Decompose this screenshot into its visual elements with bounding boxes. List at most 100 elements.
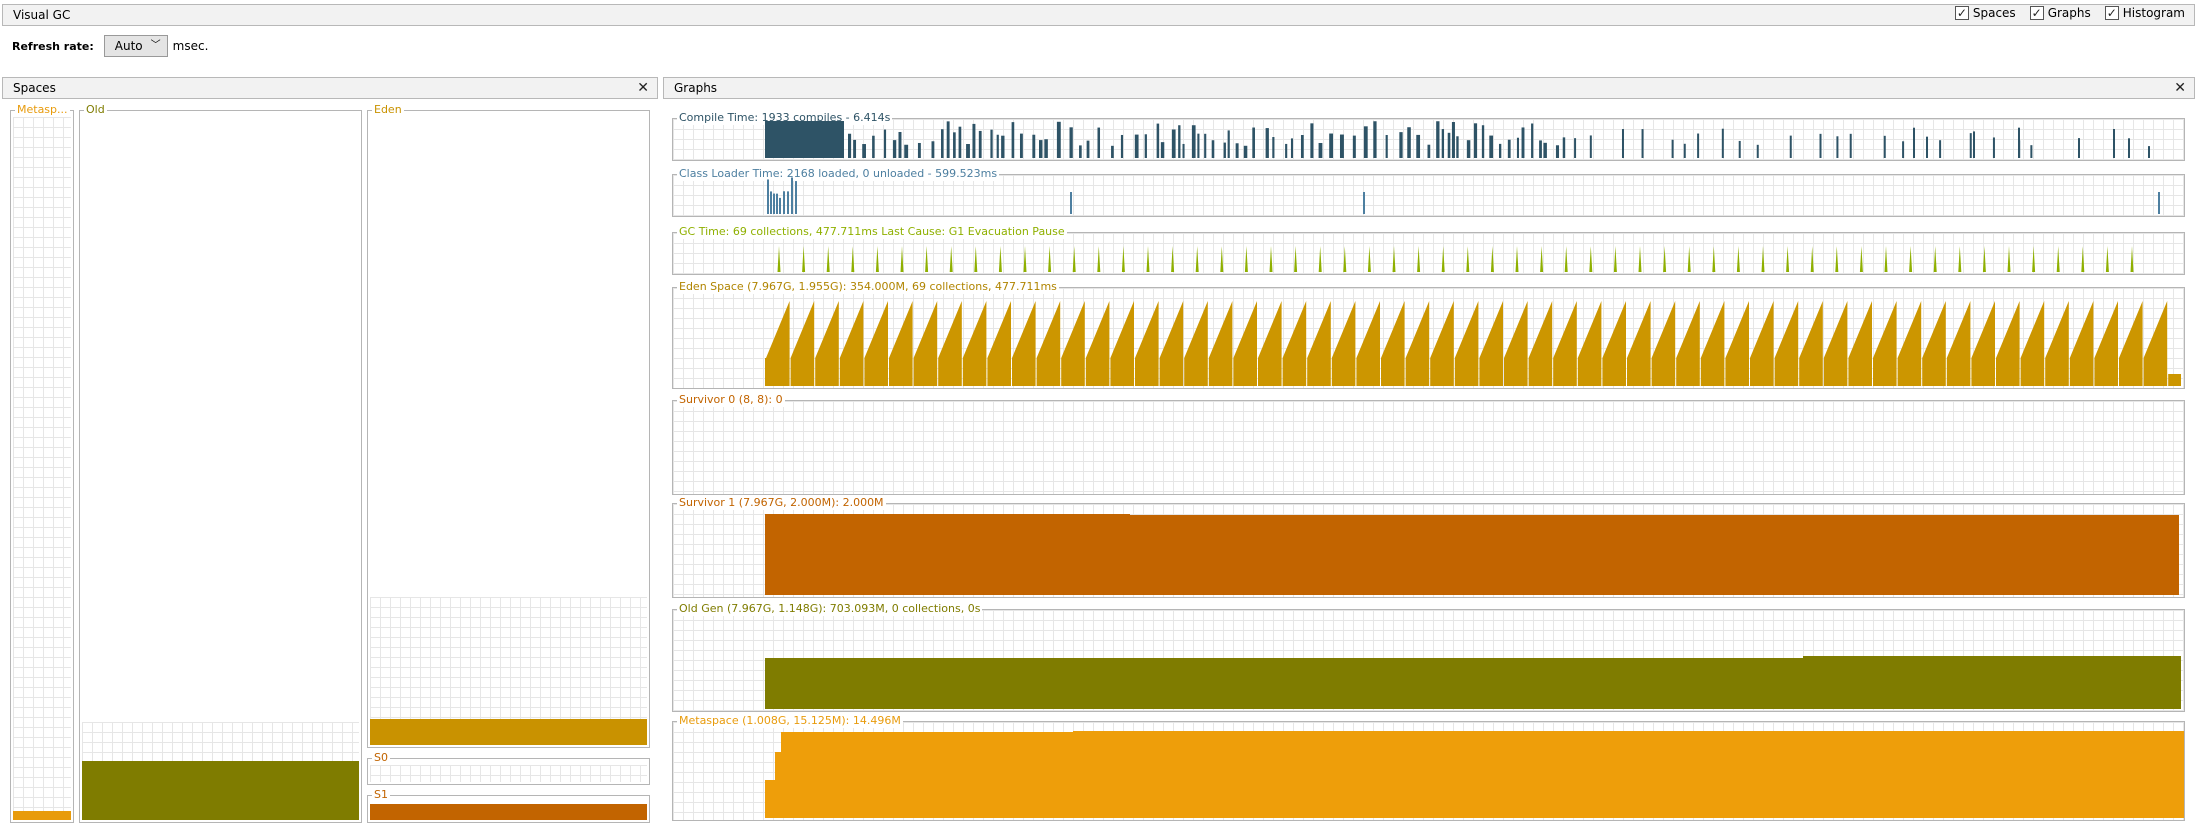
plot-bar [883,129,887,158]
close-icon[interactable]: ✕ [2174,80,2186,96]
class-loader-time-chart: Class Loader Time: 2168 loaded, 0 unload… [672,167,2185,217]
plot-bar [1481,125,1485,158]
plot-bar [1451,122,1455,158]
plot-bar [931,141,935,158]
plot-bar [904,144,909,158]
check-icon: ✓ [2029,6,2044,20]
plot-spike [2105,246,2109,272]
plot-bar [2030,145,2033,158]
plot-bar [2078,138,2080,158]
plot-spike [1220,246,1224,272]
plot-bar [791,177,793,214]
space-label: S0 [372,751,390,765]
plot-spike [1835,246,1839,272]
plot-spike [1367,246,1371,272]
survivor1-chart: Survivor 1 (7.967G, 2.000M): 2.000M [672,496,2185,598]
chart-title: GC Time: 69 collections, 477.711ms Last … [677,225,1067,239]
plot-bar [953,132,956,158]
compile-time-chart: Compile Time: 1933 compiles - 6.414s [672,111,2185,161]
graphs-checkbox[interactable]: ✓ Graphs [2029,6,2091,20]
plot-spike [1392,246,1396,272]
plot-bar [958,126,962,158]
plot-spike [826,246,830,272]
plot-area [765,731,2184,818]
plot-bar [1883,135,1886,158]
plot-spike [2056,246,2060,272]
plot-bar [1621,129,1624,158]
plot-spike [1171,246,1175,272]
plot-bar [1516,137,1519,158]
view-options: ✓ Spaces ✓ Graphs ✓ Histogram [1941,6,2185,20]
space-blank [82,117,359,722]
plot-bar [872,135,875,158]
plot-bar [1272,137,1275,158]
plot-spike [802,246,806,272]
spaces-checkbox[interactable]: ✓ Spaces [1954,6,2016,20]
plot-bar [1001,135,1005,158]
plot-bar [1363,192,1365,214]
refresh-rate-select[interactable]: Auto ﹀ [103,35,168,57]
metaspace-chart: Metaspace (1.008G, 15.125M): 14.496M [672,714,2185,821]
plot-spike [1638,246,1642,272]
plot-bar [1671,139,1674,158]
plot-spike [1318,246,1322,272]
histogram-checkbox[interactable]: ✓ Histogram [2104,6,2185,20]
plot-spike [1540,246,1544,272]
plot-bar [1447,132,1451,158]
plot-spike [2081,246,2085,272]
plot-bar [1204,133,1207,158]
eden-space-plot [765,301,2181,386]
plot-bar [1473,123,1478,158]
plot-bar [1290,138,1294,158]
plot-spike [974,246,978,272]
space-fill [13,811,71,820]
plot-bar [1641,129,1644,158]
plot-spike [1564,246,1568,272]
plot-bar [1097,127,1101,158]
plot-spike [1982,246,1986,272]
check-icon: ✓ [2104,6,2119,20]
plot-bar [1339,134,1344,158]
plot-bar [1683,143,1686,158]
plot-bar [1352,135,1356,158]
plot-bar [1069,127,1073,158]
metaspace-plot [765,731,2184,818]
plot-bar [1134,134,1139,158]
plot-bar [1531,123,1534,158]
plot-bar [1211,140,1215,158]
refresh-rate-label: Refresh rate: [12,39,94,53]
plot-bar [996,134,999,158]
plot-bar [1385,134,1388,158]
plot-spike [1663,246,1667,272]
plot-spike [1121,246,1125,272]
plot-spike [1466,246,1470,272]
plot-bar [2128,138,2130,158]
space-s1: S1 [367,788,650,823]
plot-bar [2158,192,2160,214]
plot-spike [998,246,1002,272]
plot-bar [1427,144,1431,158]
plot-bar [1466,140,1471,158]
plot-spike [1859,246,1863,272]
graphs-panel-header: Graphs ✕ [663,77,2195,99]
plot-spike [1589,246,1593,272]
old-gen-plot [765,656,2181,709]
survivor1-plot [765,514,2179,595]
plot-bar [1562,137,1566,158]
plot-bar [966,144,970,158]
plot-bar [1056,121,1061,158]
gc-time-chart: GC Time: 69 collections, 477.711ms Last … [672,225,2185,275]
plot-bar [1070,192,1072,214]
plot-spike [1146,246,1150,272]
plot-bar [1300,135,1304,158]
space-grid [13,117,71,820]
plot-bar [1969,133,1972,158]
chart-title: Eden Space (7.967G, 1.955G): 354.000M, 6… [677,280,1059,294]
plot-bar [1697,133,1700,158]
plot-spike [1884,246,1888,272]
plot-bar [1456,136,1459,158]
compile-time-plot [765,121,2150,158]
close-icon[interactable]: ✕ [637,80,649,96]
plot-bar [1011,122,1015,158]
plot-bar [1086,140,1090,158]
